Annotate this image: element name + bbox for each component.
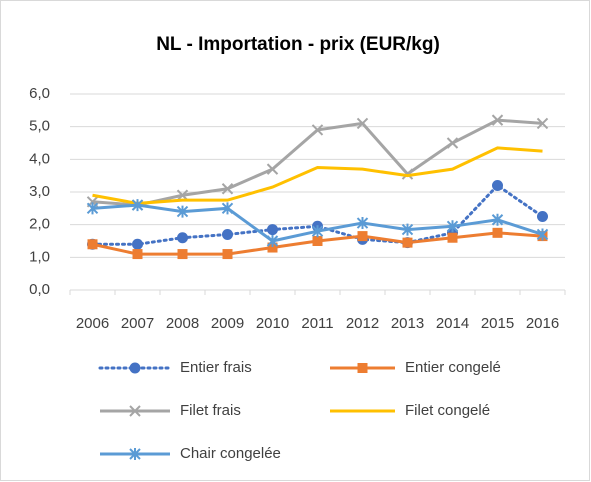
- data-point: [266, 235, 279, 247]
- data-point: [86, 202, 99, 215]
- data-point: [87, 239, 98, 250]
- x-tick-label: 2013: [391, 315, 424, 332]
- data-point: [177, 232, 188, 244]
- data-point: [267, 224, 278, 236]
- data-point: [357, 231, 368, 242]
- data-point: [311, 124, 324, 136]
- data-point: [267, 242, 278, 253]
- legend-marker: [129, 405, 141, 417]
- data-point: [537, 211, 548, 222]
- x-tick-label: 2014: [436, 315, 469, 332]
- series-line: [92, 146, 543, 205]
- data-point: [491, 213, 504, 226]
- x-tick-label: 2008: [166, 315, 199, 332]
- y-tick-label: 0,0: [29, 281, 50, 298]
- data-point: [222, 249, 233, 260]
- x-tick-label: 2011: [301, 315, 333, 332]
- data-point: [176, 189, 189, 201]
- data-point: [221, 183, 234, 195]
- data-point: [311, 225, 324, 238]
- x-tick-label: 2012: [346, 315, 379, 332]
- legend-marker: [357, 363, 368, 373]
- legend-label: Entier frais: [180, 359, 252, 376]
- data-point: [131, 199, 144, 212]
- data-point: [356, 217, 369, 230]
- y-tick-label: 3,0: [29, 183, 50, 200]
- x-tick-label: 2010: [256, 315, 289, 332]
- x-tick-label: 2015: [481, 315, 514, 332]
- data-point: [266, 163, 279, 175]
- legend-marker: [129, 448, 141, 460]
- data-point: [447, 232, 458, 243]
- data-point: [402, 237, 413, 248]
- data-point: [536, 228, 549, 241]
- data-point: [221, 202, 234, 215]
- y-tick-label: 2,0: [29, 216, 50, 233]
- data-point: [401, 168, 414, 180]
- legend-label: Filet frais: [180, 402, 241, 419]
- data-point: [492, 179, 503, 191]
- x-tick-label: 2007: [121, 315, 154, 332]
- data-point: [446, 137, 459, 149]
- data-point: [176, 205, 189, 218]
- legend-label: Entier congelé: [405, 359, 501, 376]
- x-tick-label: 2006: [76, 315, 109, 332]
- x-tick-label: 2016: [526, 315, 559, 332]
- data-point: [356, 117, 369, 130]
- data-point: [536, 117, 549, 130]
- data-point: [446, 220, 459, 233]
- data-point: [222, 228, 233, 240]
- y-tick-label: 5,0: [29, 118, 50, 135]
- data-point: [312, 236, 323, 246]
- data-point: [492, 227, 503, 238]
- y-tick-label: 4,0: [29, 150, 50, 167]
- y-tick-label: 1,0: [29, 248, 50, 265]
- series-line: [91, 183, 544, 246]
- legend-label: Filet congelé: [405, 402, 490, 419]
- data-point: [491, 114, 504, 126]
- data-point: [401, 223, 414, 236]
- chart-title: NL - Importation - prix (EUR/kg): [156, 34, 440, 55]
- data-point: [132, 249, 143, 260]
- data-point: [132, 238, 143, 250]
- legend-marker: [129, 362, 141, 374]
- legend-label: Chair congelée: [180, 445, 281, 462]
- data-point: [177, 249, 188, 260]
- x-tick-label: 2009: [211, 315, 244, 332]
- y-tick-label: 6,0: [29, 85, 50, 102]
